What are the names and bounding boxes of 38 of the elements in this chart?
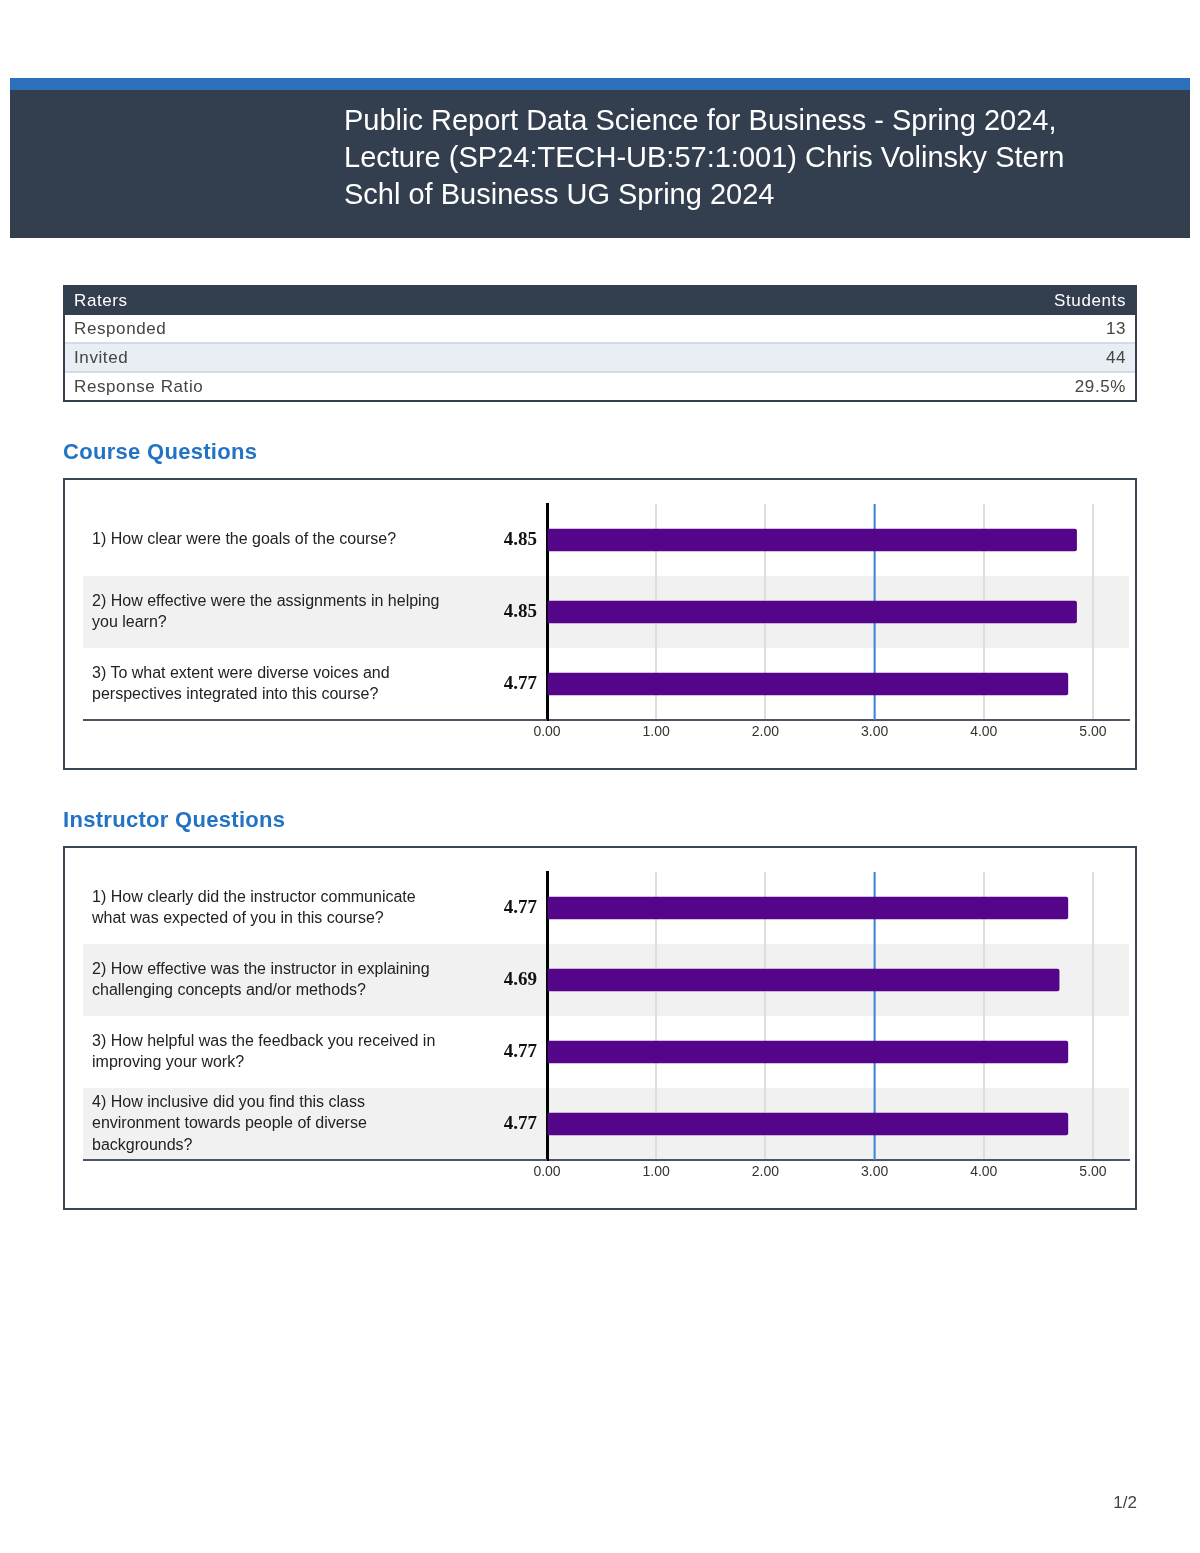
text: Instructor Questions [63, 807, 287, 833]
x-tick-label: 5.00 [1079, 1163, 1107, 1180]
x-tick-label: 3.00 [860, 1163, 889, 1180]
x-tick-label: 2.00 [751, 723, 780, 740]
text: Invited [74, 347, 129, 369]
y-tick-label: 3) To what extent were diverse voices and perspectives integrated into this course? [92, 663, 390, 703]
data-label: 4.77 [503, 895, 538, 917]
text: 13 [1105, 318, 1126, 340]
y-tick-label: 2) How effective was the instructor in explaining challenging concepts and/or methods? [92, 959, 430, 999]
data-label: 4.77 [503, 671, 538, 693]
y-tick-label: 3) How helpful was the feedback you received in improving your work? [92, 1031, 436, 1071]
text: Course Questions [63, 439, 259, 465]
x-tick-label: 0.00 [533, 1163, 561, 1180]
text: 1/2 [1113, 1493, 1137, 1513]
x-tick-label: 3.00 [860, 723, 889, 740]
text: Public Report Data Science for Business - Spring 2024, Lecture (SP24:TECH-UB:57:1:001) Chris Volinsky Stern Schl of Business UG Spring 2024 [344, 103, 1066, 212]
data-label: 4.85 [503, 527, 537, 549]
x-tick-label: 5.00 [1079, 723, 1107, 740]
y-tick-label: 4) How inclusive did you find this class environment towards people of diverse backgrounds? [92, 1092, 367, 1154]
y-tick-label: 1) How clearly did the instructor communicate what was expected of you in this course? [91, 887, 416, 927]
x-tick-label: 4.00 [970, 1163, 998, 1180]
x-tick-label: 2.00 [751, 1163, 780, 1180]
y-tick-label: 1) How clear were the goals of the course? [92, 530, 397, 548]
data-label: 4.77 [503, 1111, 538, 1133]
x-tick-label: 0.00 [533, 723, 561, 740]
text: Raters [74, 290, 128, 312]
data-label: 4.69 [503, 967, 537, 989]
text: Students [1054, 290, 1126, 312]
x-tick-label: 4.00 [970, 723, 998, 740]
text: 29.5% [1074, 376, 1126, 398]
x-tick-label: 1.00 [642, 723, 671, 740]
text: 44 [1105, 347, 1126, 369]
data-label: 4.85 [503, 599, 537, 621]
data-label: 4.77 [503, 1039, 538, 1061]
y-tick-label: 2) How effective were the assignments in helping you learn? [92, 591, 440, 631]
x-tick-label: 1.00 [642, 1163, 671, 1180]
text: Responded [74, 318, 167, 340]
text: Response Ratio [74, 376, 204, 398]
